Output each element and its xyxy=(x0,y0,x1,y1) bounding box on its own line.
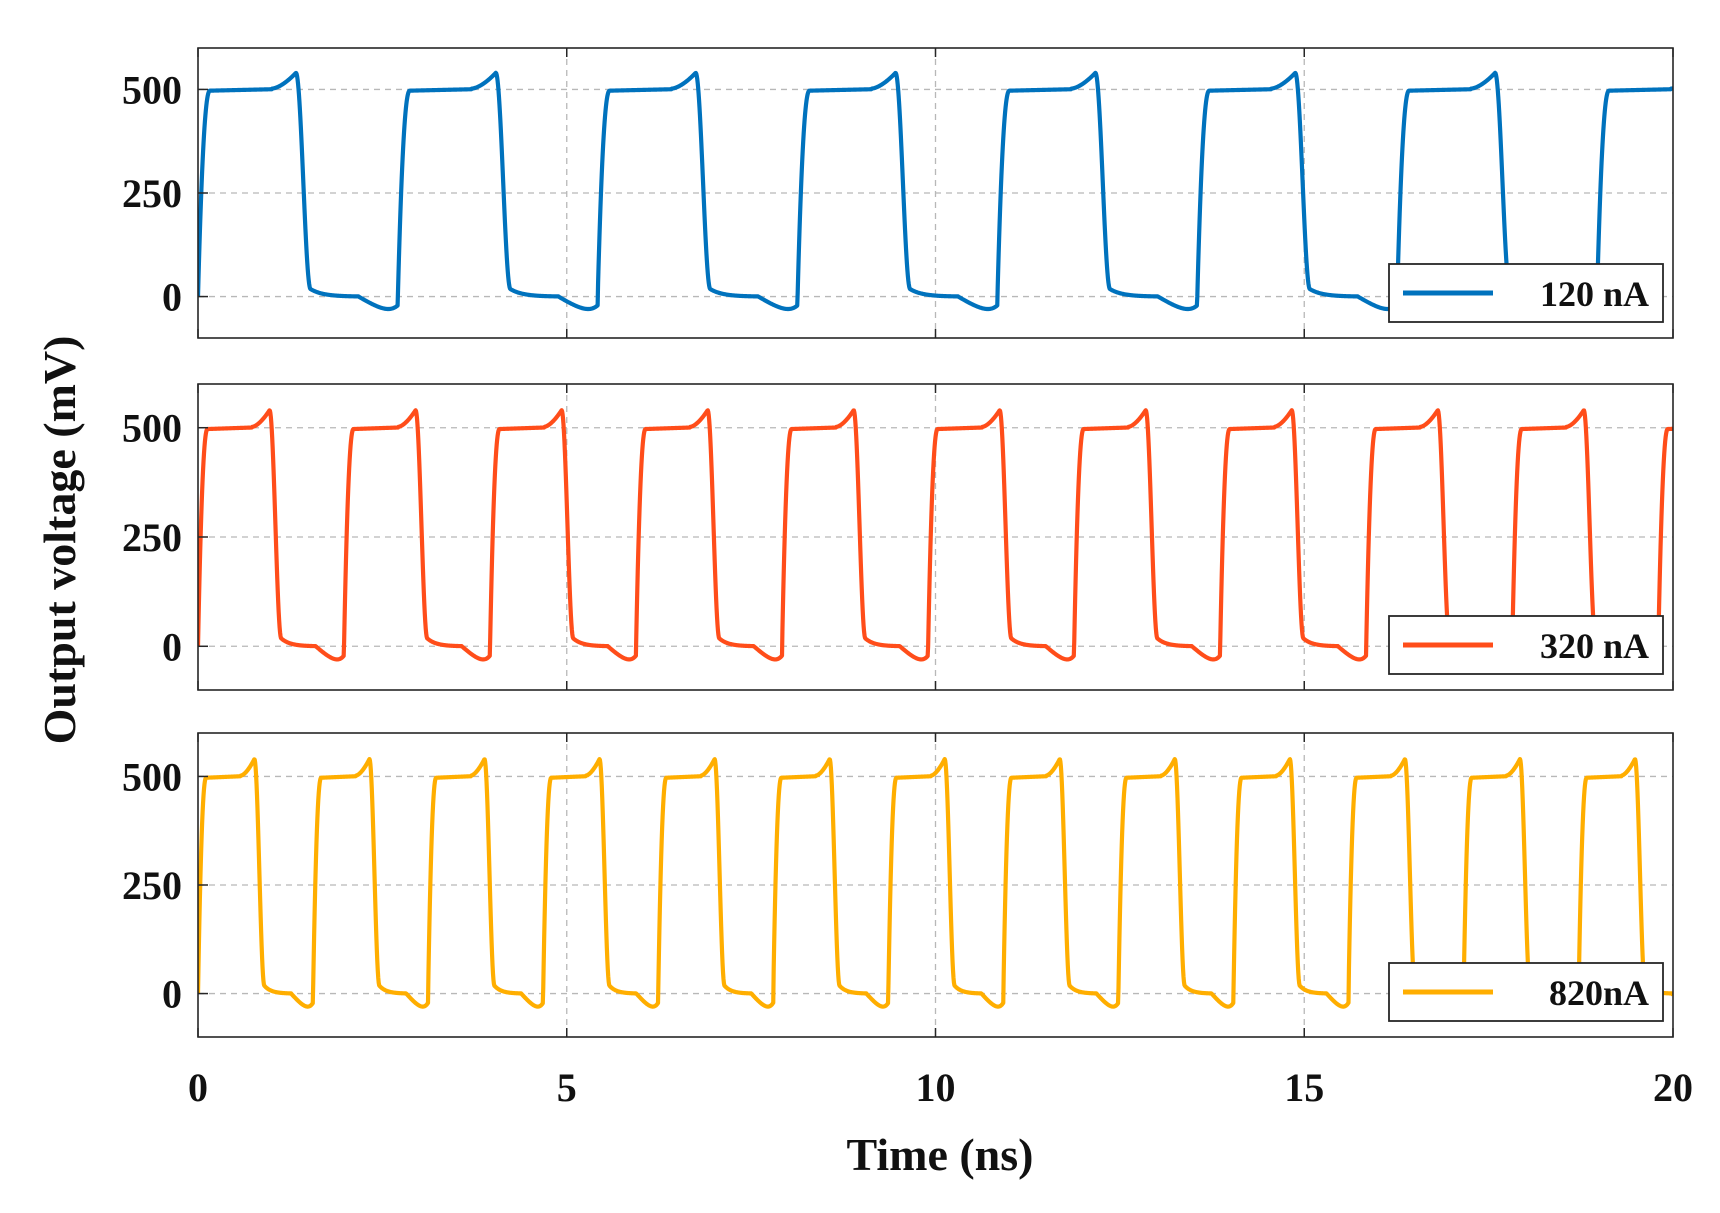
legend-1: 120 nA xyxy=(1388,263,1664,323)
panel-2: 500 250 0 320 nA xyxy=(122,383,1674,691)
legend-2: 320 nA xyxy=(1388,615,1664,675)
y-axis-title: Output voltage (mV) xyxy=(34,336,85,745)
legend-3: 820nA xyxy=(1388,962,1664,1022)
y-tick-label: 0 xyxy=(162,275,182,320)
series-line-2 xyxy=(198,408,1673,662)
legend-label: 320 nA xyxy=(1540,626,1649,666)
x-axis-title: Time (ns) xyxy=(847,1129,1034,1180)
x-tick-label: 20 xyxy=(1653,1065,1693,1110)
y-tick-label: 500 xyxy=(122,406,182,451)
x-tick-label: 10 xyxy=(916,1065,956,1110)
y-tick-label: 250 xyxy=(122,515,182,560)
series-line-1 xyxy=(198,70,1673,312)
panel-3: 500 250 0 820nA xyxy=(122,732,1674,1038)
y-tick-label: 0 xyxy=(162,972,182,1017)
panel-1: 500 250 0 120 nA xyxy=(122,47,1674,339)
x-tick-label: 0 xyxy=(188,1065,208,1110)
x-tick-label: 15 xyxy=(1284,1065,1324,1110)
y-tick-label: 250 xyxy=(122,171,182,216)
y-tick-label: 0 xyxy=(162,624,182,669)
legend-label: 120 nA xyxy=(1540,274,1649,314)
y-tick-label: 250 xyxy=(122,863,182,908)
legend-label: 820nA xyxy=(1549,973,1649,1013)
x-tick-label: 5 xyxy=(557,1065,577,1110)
y-tick-label: 500 xyxy=(122,67,182,112)
y-tick-label: 500 xyxy=(122,754,182,799)
